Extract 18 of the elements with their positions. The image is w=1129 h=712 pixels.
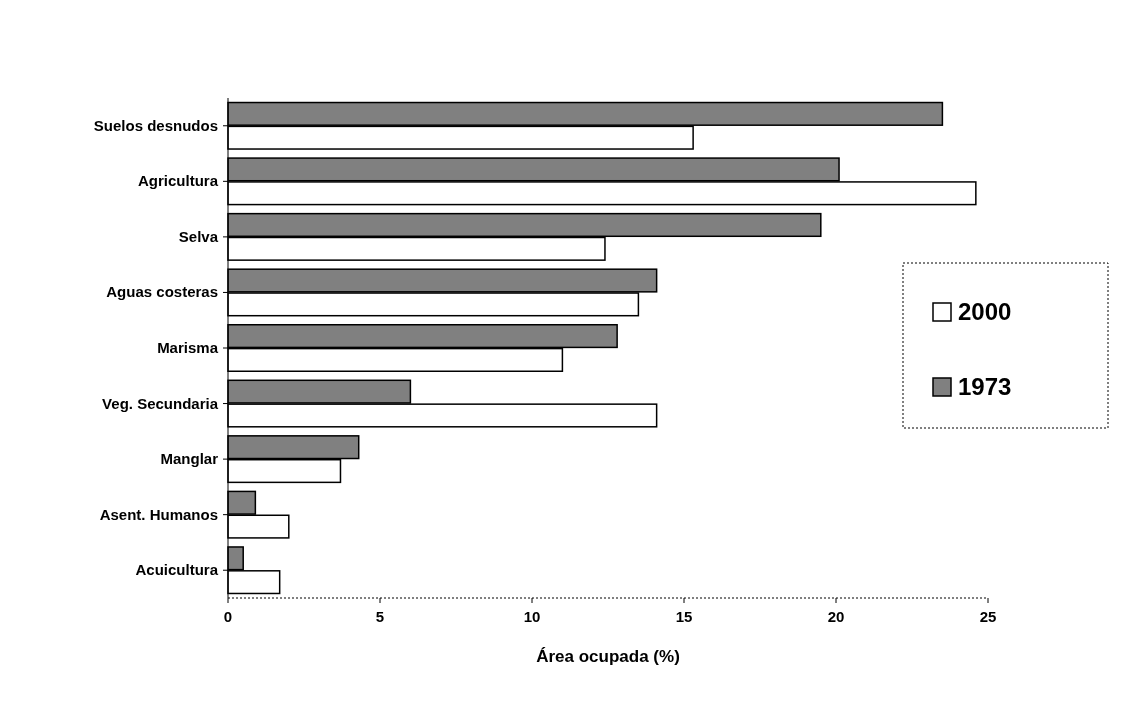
legend-label: 2000 xyxy=(958,298,1012,325)
y-tick-label: Marisma xyxy=(157,339,219,356)
y-tick-label: Manglar xyxy=(160,450,219,468)
y-tick-label: Acuicultura xyxy=(135,561,219,579)
y-tick-label: Asent. Humanos xyxy=(99,505,218,523)
y-tick-label: Selva xyxy=(178,227,219,245)
x-tick-label: 10 xyxy=(523,608,541,625)
legend-label: 1973 xyxy=(958,373,1012,400)
x-axis-title: Área ocupada (%) xyxy=(536,647,680,666)
y-tick-label: Suelos desnudos xyxy=(93,116,218,134)
y-tick-label: Agricultura xyxy=(137,172,219,190)
y-tick-label: Aguas costeras xyxy=(106,283,218,301)
x-tick-label: 25 xyxy=(979,608,997,625)
y-tick-label: Veg. Secundaria xyxy=(102,394,219,412)
x-tick-label: 20 xyxy=(827,608,845,625)
x-tick-label: 5 xyxy=(375,608,385,625)
x-tick-label: 15 xyxy=(675,608,693,625)
x-tick-label: 0 xyxy=(223,608,233,625)
